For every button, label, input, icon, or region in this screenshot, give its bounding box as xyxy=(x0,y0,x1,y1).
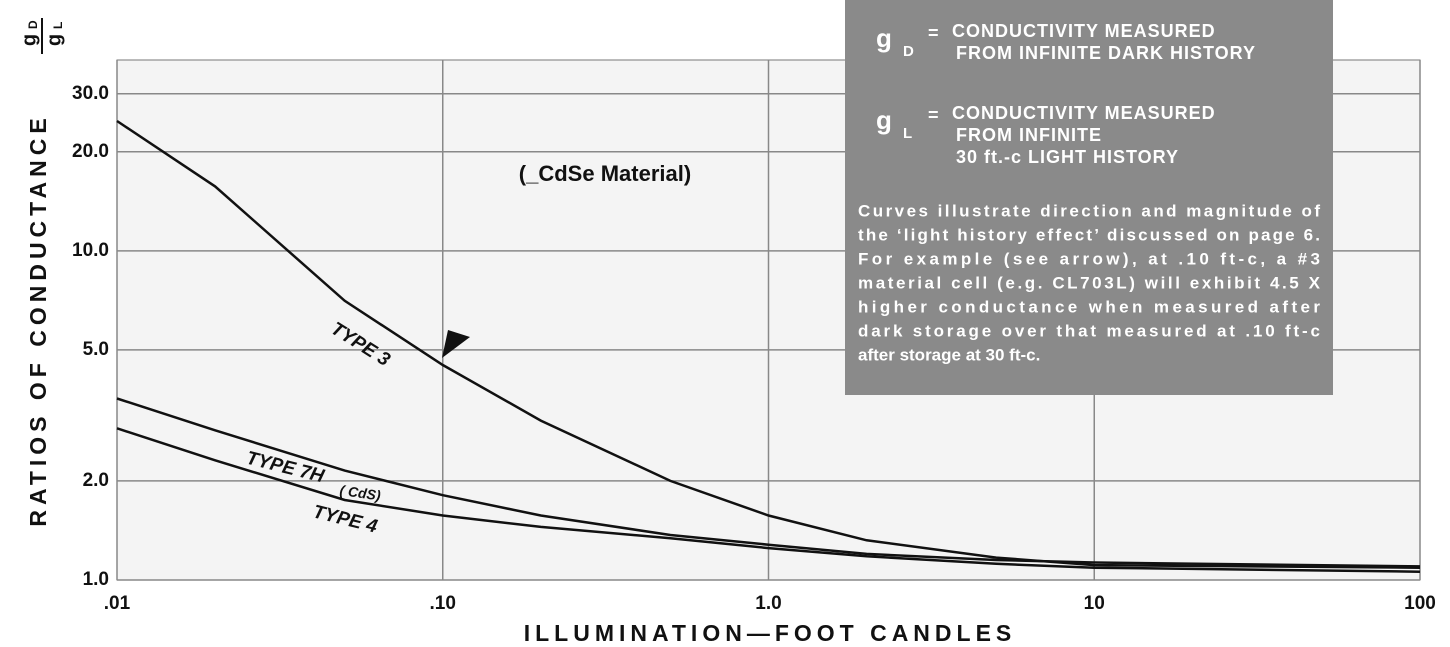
note-line: material cell (e.g. CL703L) will exhibit… xyxy=(858,273,1321,292)
y-label-fraction: g D g L xyxy=(18,18,65,54)
annotation: (_CdSe Material) xyxy=(519,161,691,186)
definition-symbol: g xyxy=(876,23,892,53)
y-axis-label: RATIOS OF CONDUCTANCE xyxy=(25,113,51,526)
y-tick-label: 1.0 xyxy=(83,569,109,590)
note-line: the ‘light history effect’ discussed on … xyxy=(858,225,1320,244)
fraction-denominator: g xyxy=(43,34,65,46)
definition-symbol: g xyxy=(876,105,892,135)
definition-line: CONDUCTIVITY MEASURED xyxy=(952,103,1216,123)
definition-subscript: L xyxy=(903,125,912,142)
y-tick-label: 30.0 xyxy=(72,83,109,104)
y-tick-label: 5.0 xyxy=(83,339,109,360)
x-tick-label: 1.0 xyxy=(755,593,781,614)
definition-line: CONDUCTIVITY MEASURED xyxy=(952,21,1216,41)
y-tick-label: 10.0 xyxy=(72,240,109,261)
x-axis-label: ILLUMINATION—FOOT CANDLES xyxy=(524,620,1017,646)
definition-line: 30 ft.-c LIGHT HISTORY xyxy=(956,147,1179,167)
definition-subscript: D xyxy=(903,43,914,60)
x-tick-label: .10 xyxy=(430,593,456,614)
x-tick-label: 100 xyxy=(1404,593,1436,614)
series-line xyxy=(116,397,1421,568)
definition-line: FROM INFINITE DARK HISTORY xyxy=(956,43,1256,63)
series-note: ( CdS) xyxy=(339,482,382,504)
note-line: Curves illustrate direction and magnitud… xyxy=(858,201,1320,220)
note-line: higher conductance when measured after xyxy=(858,297,1320,316)
x-tick-label: 10 xyxy=(1084,593,1105,614)
y-tick-label: 20.0 xyxy=(72,141,109,162)
fraction-denominator-sub: L xyxy=(51,22,65,29)
fraction-numerator-sub: D xyxy=(26,20,40,29)
note-line: after storage at 30 ft-c. xyxy=(858,345,1040,364)
x-tick-label: .01 xyxy=(104,593,131,614)
fraction-numerator: g xyxy=(18,34,40,46)
arrow xyxy=(442,330,470,358)
y-tick-label: 2.0 xyxy=(83,470,109,491)
box-background xyxy=(845,0,1333,395)
definition-equals: = xyxy=(928,105,939,125)
definition-equals: = xyxy=(928,23,939,43)
series-line xyxy=(116,427,1421,573)
definition-line: FROM INFINITE xyxy=(956,125,1102,145)
